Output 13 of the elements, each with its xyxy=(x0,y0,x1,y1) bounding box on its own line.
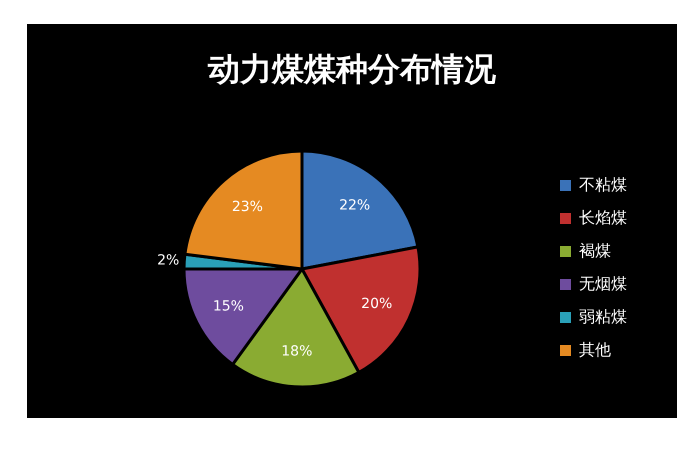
legend-label: 弱粘煤 xyxy=(579,307,627,326)
data-label: 15% xyxy=(212,298,244,314)
data-label: 20% xyxy=(361,296,392,312)
data-label: 18% xyxy=(281,343,312,360)
chart-title: 动力煤煤种分布情况 xyxy=(206,49,497,90)
data-label: 2% xyxy=(157,252,180,269)
legend-label: 褐煤 xyxy=(579,241,611,260)
legend-label: 不粘煤 xyxy=(579,175,627,194)
data-label: 22% xyxy=(339,197,370,214)
data-label: 23% xyxy=(232,199,263,216)
legend-label: 其他 xyxy=(579,340,611,359)
legend-label: 长焰煤 xyxy=(579,208,627,227)
legend-label: 无烟煤 xyxy=(579,274,627,293)
